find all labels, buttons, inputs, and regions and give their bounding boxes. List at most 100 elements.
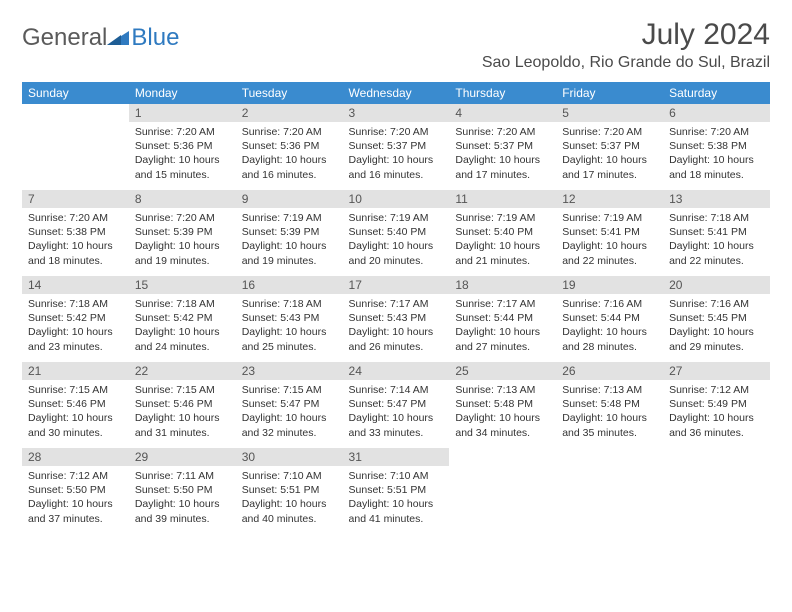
day-number: 16 (236, 276, 343, 294)
sunset-text: Sunset: 5:39 PM (242, 225, 337, 239)
sunrise-text: Sunrise: 7:17 AM (455, 297, 550, 311)
sunset-text: Sunset: 5:42 PM (135, 311, 230, 325)
daylight-text: Daylight: 10 hours and 23 minutes. (28, 325, 123, 353)
day-number: 5 (556, 104, 663, 122)
day-number: 31 (343, 448, 450, 466)
sunrise-text: Sunrise: 7:13 AM (455, 383, 550, 397)
sunrise-text: Sunrise: 7:20 AM (135, 125, 230, 139)
sunset-text: Sunset: 5:38 PM (669, 139, 764, 153)
day-details: Sunrise: 7:20 AMSunset: 5:36 PMDaylight:… (236, 122, 343, 186)
day-number: 11 (449, 190, 556, 208)
daylight-text: Daylight: 10 hours and 18 minutes. (669, 153, 764, 181)
daylight-text: Daylight: 10 hours and 22 minutes. (562, 239, 657, 267)
dow-monday: Monday (129, 82, 236, 104)
calendar-day-cell: 13Sunrise: 7:18 AMSunset: 5:41 PMDayligh… (663, 190, 770, 276)
day-details: Sunrise: 7:10 AMSunset: 5:51 PMDaylight:… (343, 466, 450, 530)
brand-triangle-icon (107, 29, 129, 47)
day-number: 30 (236, 448, 343, 466)
calendar-day-cell (22, 104, 129, 190)
day-details: Sunrise: 7:17 AMSunset: 5:44 PMDaylight:… (449, 294, 556, 358)
daylight-text: Daylight: 10 hours and 18 minutes. (28, 239, 123, 267)
day-details: Sunrise: 7:18 AMSunset: 5:43 PMDaylight:… (236, 294, 343, 358)
day-details: Sunrise: 7:15 AMSunset: 5:46 PMDaylight:… (129, 380, 236, 444)
sunset-text: Sunset: 5:40 PM (455, 225, 550, 239)
day-number: 9 (236, 190, 343, 208)
day-details: Sunrise: 7:20 AMSunset: 5:38 PMDaylight:… (22, 208, 129, 272)
dow-sunday: Sunday (22, 82, 129, 104)
day-number: 21 (22, 362, 129, 380)
day-details: Sunrise: 7:19 AMSunset: 5:39 PMDaylight:… (236, 208, 343, 272)
day-number: 23 (236, 362, 343, 380)
daylight-text: Daylight: 10 hours and 29 minutes. (669, 325, 764, 353)
sunset-text: Sunset: 5:41 PM (562, 225, 657, 239)
sunset-text: Sunset: 5:39 PM (135, 225, 230, 239)
calendar-day-cell: 22Sunrise: 7:15 AMSunset: 5:46 PMDayligh… (129, 362, 236, 448)
daylight-text: Daylight: 10 hours and 27 minutes. (455, 325, 550, 353)
daylight-text: Daylight: 10 hours and 15 minutes. (135, 153, 230, 181)
sunset-text: Sunset: 5:47 PM (349, 397, 444, 411)
sunrise-text: Sunrise: 7:11 AM (135, 469, 230, 483)
sunrise-text: Sunrise: 7:18 AM (242, 297, 337, 311)
calendar-day-cell: 26Sunrise: 7:13 AMSunset: 5:48 PMDayligh… (556, 362, 663, 448)
sunset-text: Sunset: 5:51 PM (242, 483, 337, 497)
location-text: Sao Leopoldo, Rio Grande do Sul, Brazil (482, 54, 770, 72)
daylight-text: Daylight: 10 hours and 33 minutes. (349, 411, 444, 439)
daylight-text: Daylight: 10 hours and 35 minutes. (562, 411, 657, 439)
sunset-text: Sunset: 5:44 PM (562, 311, 657, 325)
day-details: Sunrise: 7:13 AMSunset: 5:48 PMDaylight:… (556, 380, 663, 444)
calendar-day-cell: 11Sunrise: 7:19 AMSunset: 5:40 PMDayligh… (449, 190, 556, 276)
day-details: Sunrise: 7:12 AMSunset: 5:49 PMDaylight:… (663, 380, 770, 444)
calendar-day-cell: 14Sunrise: 7:18 AMSunset: 5:42 PMDayligh… (22, 276, 129, 362)
sunrise-text: Sunrise: 7:18 AM (669, 211, 764, 225)
sunset-text: Sunset: 5:46 PM (135, 397, 230, 411)
daylight-text: Daylight: 10 hours and 25 minutes. (242, 325, 337, 353)
day-details: Sunrise: 7:20 AMSunset: 5:37 PMDaylight:… (449, 122, 556, 186)
calendar-day-cell: 5Sunrise: 7:20 AMSunset: 5:37 PMDaylight… (556, 104, 663, 190)
calendar-week-row: 7Sunrise: 7:20 AMSunset: 5:38 PMDaylight… (22, 190, 770, 276)
calendar-day-cell: 27Sunrise: 7:12 AMSunset: 5:49 PMDayligh… (663, 362, 770, 448)
daylight-text: Daylight: 10 hours and 19 minutes. (135, 239, 230, 267)
sunrise-text: Sunrise: 7:17 AM (349, 297, 444, 311)
sunrise-text: Sunrise: 7:15 AM (135, 383, 230, 397)
day-number: 19 (556, 276, 663, 294)
dow-wednesday: Wednesday (343, 82, 450, 104)
sunset-text: Sunset: 5:43 PM (349, 311, 444, 325)
calendar-day-cell: 15Sunrise: 7:18 AMSunset: 5:42 PMDayligh… (129, 276, 236, 362)
daylight-text: Daylight: 10 hours and 19 minutes. (242, 239, 337, 267)
day-details: Sunrise: 7:19 AMSunset: 5:40 PMDaylight:… (449, 208, 556, 272)
daylight-text: Daylight: 10 hours and 22 minutes. (669, 239, 764, 267)
day-number: 1 (129, 104, 236, 122)
day-number: 14 (22, 276, 129, 294)
sunrise-text: Sunrise: 7:10 AM (349, 469, 444, 483)
calendar-day-cell: 16Sunrise: 7:18 AMSunset: 5:43 PMDayligh… (236, 276, 343, 362)
day-details: Sunrise: 7:20 AMSunset: 5:37 PMDaylight:… (556, 122, 663, 186)
daylight-text: Daylight: 10 hours and 17 minutes. (562, 153, 657, 181)
daylight-text: Daylight: 10 hours and 30 minutes. (28, 411, 123, 439)
day-number: 6 (663, 104, 770, 122)
sunrise-text: Sunrise: 7:20 AM (669, 125, 764, 139)
day-details: Sunrise: 7:18 AMSunset: 5:41 PMDaylight:… (663, 208, 770, 272)
sunrise-text: Sunrise: 7:20 AM (455, 125, 550, 139)
calendar-week-row: 21Sunrise: 7:15 AMSunset: 5:46 PMDayligh… (22, 362, 770, 448)
calendar-day-cell (556, 448, 663, 530)
daylight-text: Daylight: 10 hours and 28 minutes. (562, 325, 657, 353)
day-details: Sunrise: 7:18 AMSunset: 5:42 PMDaylight:… (22, 294, 129, 358)
sunrise-text: Sunrise: 7:12 AM (669, 383, 764, 397)
calendar-day-cell: 20Sunrise: 7:16 AMSunset: 5:45 PMDayligh… (663, 276, 770, 362)
sunrise-text: Sunrise: 7:10 AM (242, 469, 337, 483)
day-details: Sunrise: 7:13 AMSunset: 5:48 PMDaylight:… (449, 380, 556, 444)
day-details: Sunrise: 7:14 AMSunset: 5:47 PMDaylight:… (343, 380, 450, 444)
daylight-text: Daylight: 10 hours and 32 minutes. (242, 411, 337, 439)
sunset-text: Sunset: 5:40 PM (349, 225, 444, 239)
daylight-text: Daylight: 10 hours and 41 minutes. (349, 497, 444, 525)
sunrise-text: Sunrise: 7:14 AM (349, 383, 444, 397)
day-number: 3 (343, 104, 450, 122)
dow-friday: Friday (556, 82, 663, 104)
calendar-day-cell: 25Sunrise: 7:13 AMSunset: 5:48 PMDayligh… (449, 362, 556, 448)
day-number: 7 (22, 190, 129, 208)
calendar-week-row: 1Sunrise: 7:20 AMSunset: 5:36 PMDaylight… (22, 104, 770, 190)
daylight-text: Daylight: 10 hours and 40 minutes. (242, 497, 337, 525)
calendar-day-cell: 31Sunrise: 7:10 AMSunset: 5:51 PMDayligh… (343, 448, 450, 530)
dow-saturday: Saturday (663, 82, 770, 104)
day-details: Sunrise: 7:10 AMSunset: 5:51 PMDaylight:… (236, 466, 343, 530)
